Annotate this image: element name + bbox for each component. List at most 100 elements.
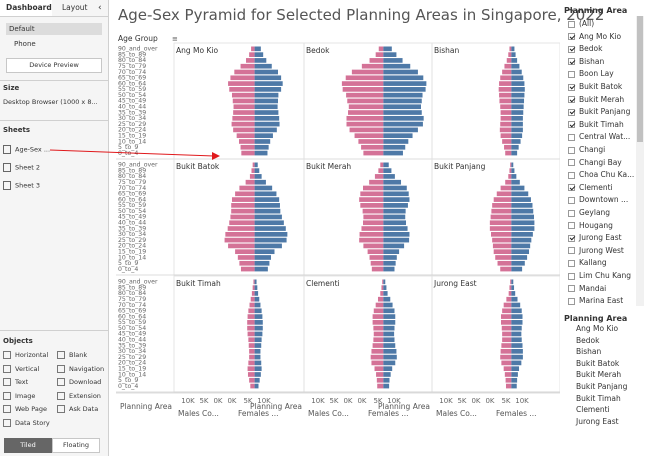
age-group-label: 15_to_19 — [118, 248, 146, 255]
male-bar — [505, 377, 512, 383]
age-sex-pyramid-chart[interactable]: Age Group ≡ Ang Mo Kio Bedok Bishan Bukit Bat… — [116, 31, 560, 431]
tiled-button[interactable]: Tiled — [4, 438, 52, 453]
filter-item[interactable]: Central Wat... — [568, 132, 630, 141]
filter-item[interactable]: Bukit Merah — [568, 95, 624, 104]
object-blank[interactable]: Blank — [57, 351, 87, 359]
filter-item[interactable]: Changi Bay — [568, 158, 622, 167]
filter-item[interactable]: Jurong East — [568, 233, 622, 242]
filter-item[interactable]: Changi — [568, 145, 605, 154]
filter-item[interactable]: Bukit Timah — [568, 120, 624, 129]
checkbox[interactable] — [568, 297, 575, 305]
floating-button[interactable]: Floating — [52, 438, 100, 453]
filter-item[interactable]: Downtown ... — [568, 195, 628, 204]
panel-area-label: Clementi — [306, 279, 340, 288]
object-text[interactable]: Text — [3, 378, 28, 386]
female-bar — [383, 174, 395, 179]
device-default[interactable]: Default — [6, 23, 102, 35]
filter-item[interactable]: Bedok — [568, 44, 602, 53]
filter-item[interactable]: Kallang — [568, 258, 607, 267]
filter-item[interactable]: Choa Chu Ka... — [568, 170, 634, 179]
object-vertical[interactable]: Vertical — [3, 364, 39, 373]
dashboard-side-panel: Dashboard Layout ‹ Default Phone Device … — [0, 0, 109, 456]
collapse-panel-icon[interactable]: ‹ — [98, 3, 102, 13]
filter-item[interactable]: Hougang — [568, 221, 613, 230]
object-horizontal[interactable]: Horizontal — [3, 351, 48, 359]
checkbox[interactable] — [568, 133, 575, 141]
filter-item[interactable]: Bukit Panjang — [568, 107, 630, 116]
filter-item[interactable]: Bishan — [568, 57, 604, 66]
object-navigation[interactable]: Navigation — [57, 364, 104, 373]
male-bar — [506, 296, 512, 302]
filter-scrollbar-thumb[interactable] — [637, 16, 643, 142]
filter-item[interactable]: Jurong West — [568, 246, 624, 255]
checkbox[interactable] — [568, 184, 575, 192]
filter-item[interactable]: (All) — [568, 19, 594, 28]
checkbox[interactable] — [568, 209, 575, 217]
male-bar — [502, 69, 512, 75]
checkbox[interactable] — [568, 20, 575, 28]
device-preview-button[interactable]: Device Preview — [6, 58, 102, 73]
axis-tick-label: 5K — [501, 397, 510, 405]
object-web-page[interactable]: Web Page — [3, 405, 47, 413]
filter-item-label: Bukit Timah — [579, 119, 624, 129]
filter-item[interactable]: Boon Lay — [568, 69, 614, 78]
female-bar — [511, 52, 516, 57]
checkbox[interactable] — [568, 83, 575, 91]
filter-item[interactable]: Ang Mo Kio — [568, 32, 621, 41]
filter-item[interactable]: Clementi — [568, 183, 613, 192]
filter-item[interactable]: Lim Chu Kang — [568, 271, 631, 280]
checkbox[interactable] — [568, 247, 575, 255]
checkbox[interactable] — [568, 70, 575, 78]
checkbox[interactable] — [568, 272, 575, 280]
checkbox[interactable] — [568, 121, 575, 129]
worksheet-icon — [3, 163, 11, 172]
males-axis-label: Males Co... — [436, 409, 477, 418]
male-bar — [505, 383, 512, 389]
checkbox[interactable] — [568, 146, 575, 154]
filter-item[interactable]: Geylang — [568, 208, 610, 217]
sheet-item-sheet-2[interactable]: Sheet 2 — [3, 163, 40, 172]
object-label: Download — [69, 378, 102, 386]
checkbox[interactable] — [568, 96, 575, 104]
filter-item[interactable]: Marina East — [568, 296, 623, 305]
filter-item[interactable]: Mandai — [568, 284, 606, 293]
age-group-label: 60_to_64 — [118, 196, 146, 203]
size-select[interactable]: Desktop Browser (1000 x 8... — [3, 98, 98, 106]
checkbox[interactable] — [568, 108, 575, 116]
object-data-story[interactable]: Data Story — [3, 418, 50, 427]
female-bar — [511, 255, 528, 260]
checkbox[interactable] — [568, 222, 575, 230]
object-extension[interactable]: Extension — [57, 391, 101, 400]
male-bar — [502, 308, 512, 314]
object-download[interactable]: Download — [57, 378, 101, 386]
checkbox[interactable] — [568, 45, 575, 53]
female-bar — [511, 75, 524, 81]
filter-item[interactable]: Bukit Batok — [568, 82, 622, 91]
checkbox[interactable] — [568, 159, 575, 167]
object-image[interactable]: Image — [3, 391, 35, 400]
age-group-label: 60_to_64 — [118, 313, 146, 320]
age-group-label: 60_to_64 — [118, 80, 146, 87]
age-group-label: 75_to_79 — [118, 296, 146, 303]
device-phone[interactable]: Phone — [14, 40, 36, 48]
checkbox[interactable] — [568, 196, 575, 204]
female-bar — [511, 237, 532, 243]
sheet-item-sheet-3[interactable]: Sheet 3 — [3, 181, 40, 190]
age-group-label: 25_to_29 — [118, 354, 146, 361]
checkbox[interactable] — [568, 33, 575, 41]
female-bar — [511, 168, 515, 173]
tab-dashboard[interactable]: Dashboard — [0, 0, 52, 16]
age-group-label: 85_to_89 — [118, 284, 146, 291]
tab-layout[interactable]: Layout — [62, 3, 88, 12]
checkbox[interactable] — [568, 285, 575, 293]
checkbox[interactable] — [568, 234, 575, 242]
checkbox[interactable] — [568, 171, 575, 179]
checkbox[interactable] — [568, 58, 575, 66]
female-bar — [511, 260, 525, 266]
object-ask-data[interactable]: Ask Data — [57, 405, 98, 413]
sheet-item-age-sex[interactable]: Age-Sex ... — [3, 145, 50, 154]
age-group-label: 80_to_84 — [118, 173, 146, 180]
filter-scrollbar[interactable] — [636, 16, 644, 306]
checkbox[interactable] — [568, 259, 575, 267]
male-bar — [376, 372, 384, 377]
